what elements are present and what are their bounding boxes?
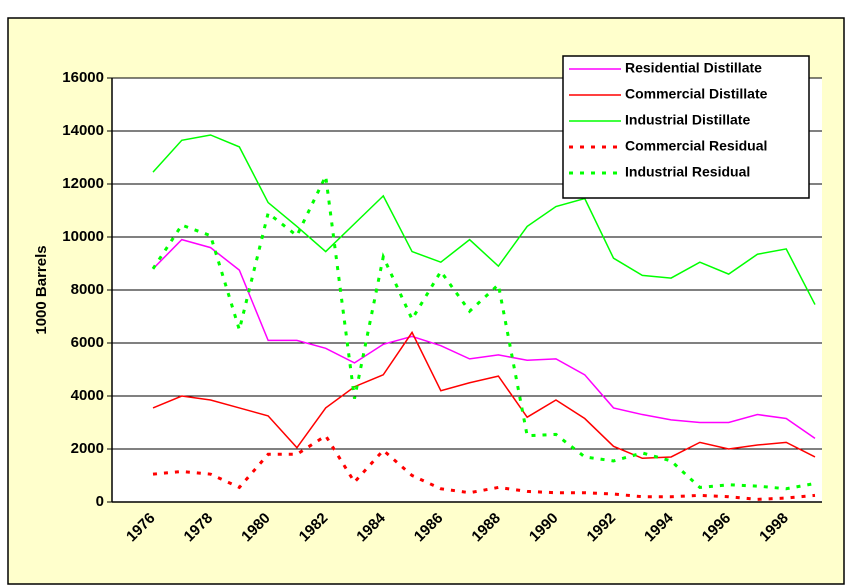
- series-line: [152, 433, 816, 501]
- y-tick-label: 16000: [62, 69, 104, 86]
- series-line: [152, 330, 816, 460]
- legend-label: Commercial Residual: [625, 138, 767, 154]
- legend-label: Commercial Distillate: [625, 86, 768, 102]
- legend-label: Industrial Residual: [625, 164, 750, 180]
- y-tick-label: 2000: [71, 440, 104, 457]
- series-line: [152, 134, 816, 305]
- y-tick-label: 12000: [62, 175, 104, 192]
- y-tick-label: 6000: [71, 334, 104, 351]
- y-axis-label: 1000 Barrels: [33, 245, 50, 334]
- y-tick-label: 4000: [71, 387, 104, 404]
- legend-label: Industrial Distillate: [625, 112, 750, 128]
- y-tick-label: 0: [96, 493, 104, 510]
- y-tick-label: 10000: [62, 228, 104, 245]
- y-tick-label: 8000: [71, 281, 104, 298]
- series-line: [152, 238, 816, 440]
- legend-label: Residential Distillate: [625, 60, 762, 76]
- y-tick-label: 14000: [62, 122, 104, 139]
